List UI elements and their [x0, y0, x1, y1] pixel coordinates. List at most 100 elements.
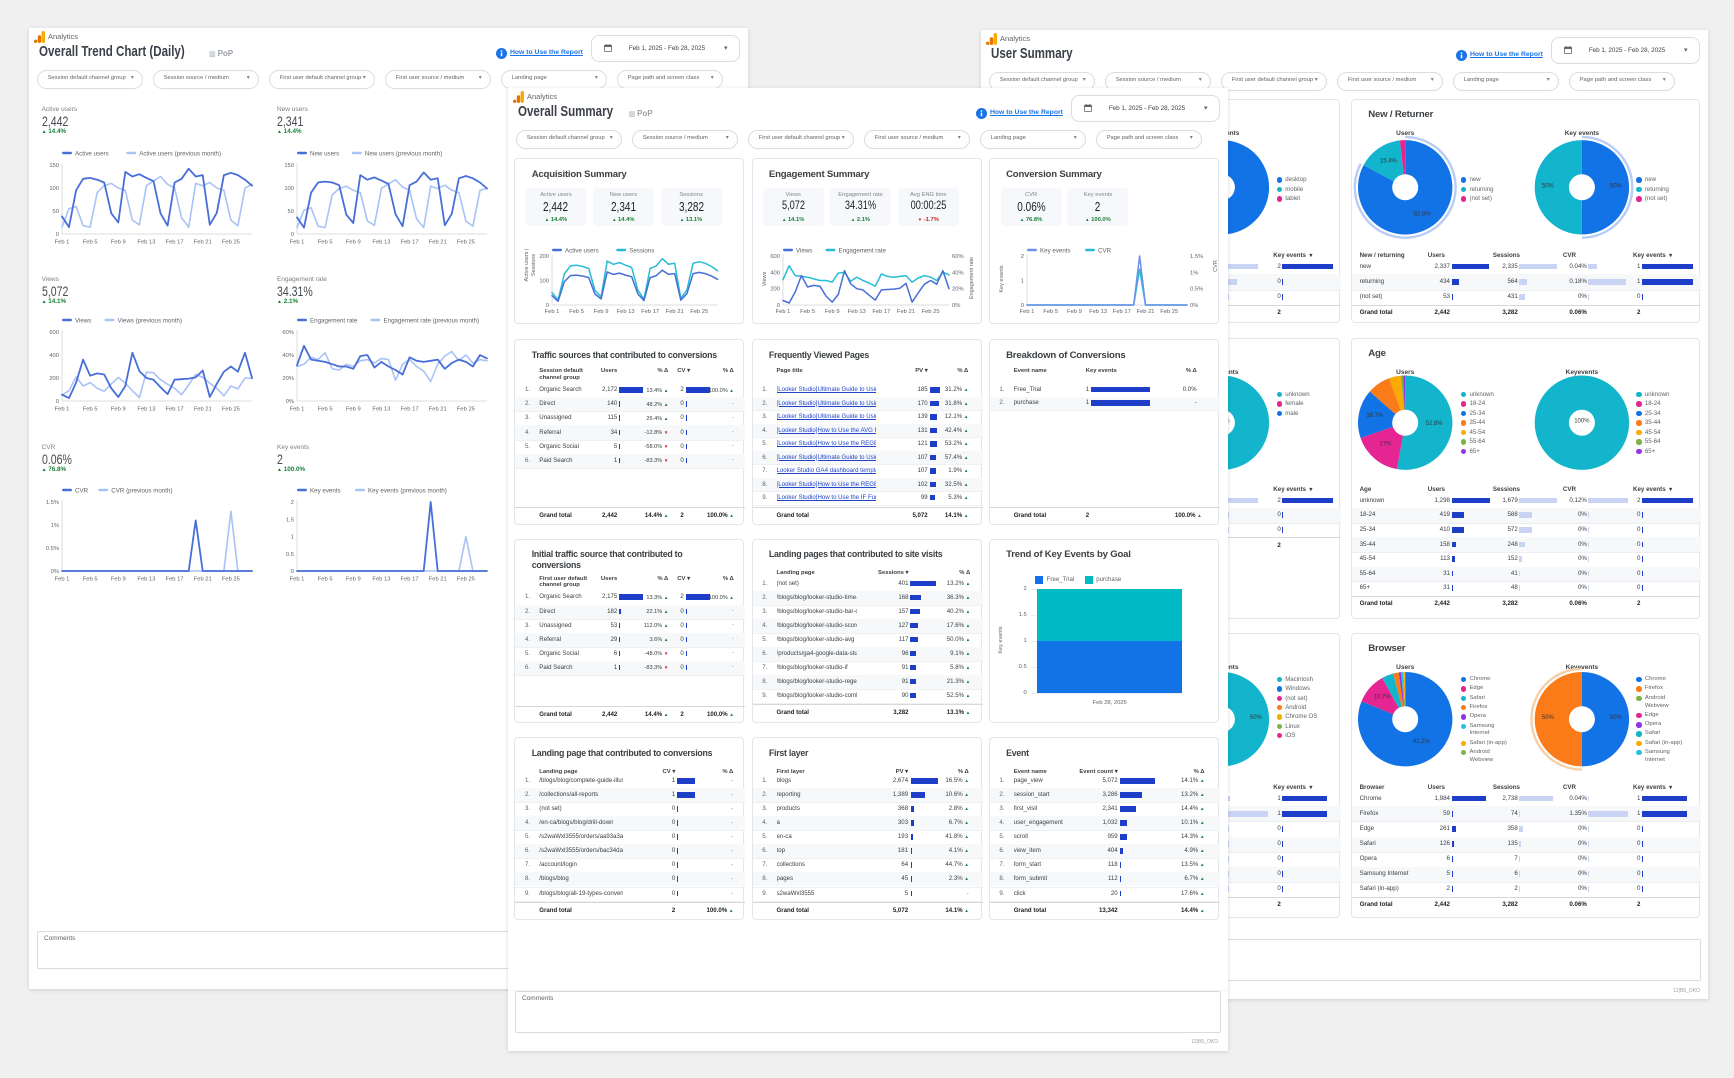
svg-text:200: 200	[539, 254, 549, 260]
svg-text:Key events: Key events	[310, 487, 341, 494]
svg-text:200: 200	[770, 287, 780, 293]
svg-text:20%: 20%	[952, 287, 964, 293]
svg-text:15.4%: 15.4%	[1380, 158, 1398, 164]
svg-text:Feb 25: Feb 25	[921, 309, 939, 315]
svg-text:Views: Views	[75, 317, 91, 324]
svg-text:Engagement rate: Engagement rate	[310, 317, 358, 324]
svg-text:New users (previous month): New users (previous month)	[365, 150, 442, 157]
svg-text:Feb 1: Feb 1	[55, 407, 70, 413]
svg-text:Feb 17: Feb 17	[1113, 309, 1131, 315]
svg-text:50: 50	[53, 209, 59, 215]
svg-text:1: 1	[291, 534, 294, 540]
svg-text:Feb 17: Feb 17	[401, 239, 419, 245]
svg-text:Active users: Active users	[75, 150, 109, 157]
svg-text:Feb 21: Feb 21	[1137, 309, 1155, 315]
svg-text:Feb 21: Feb 21	[194, 407, 212, 413]
svg-text:50%: 50%	[1542, 716, 1555, 722]
svg-text:Engagement rate: Engagement rate	[838, 247, 886, 254]
svg-text:Feb 1: Feb 1	[1020, 309, 1035, 315]
svg-text:1.5%: 1.5%	[46, 500, 59, 506]
svg-text:60%: 60%	[952, 254, 964, 260]
svg-text:Feb 13: Feb 13	[373, 407, 391, 413]
svg-text:1.5: 1.5	[286, 517, 294, 523]
svg-text:Feb 9: Feb 9	[824, 309, 839, 315]
svg-text:16.7%: 16.7%	[1366, 413, 1384, 419]
svg-text:Feb 13: Feb 13	[137, 239, 155, 245]
svg-text:Feb 13: Feb 13	[373, 576, 391, 582]
svg-text:0.5%: 0.5%	[1190, 287, 1203, 293]
svg-text:Feb 9: Feb 9	[1067, 309, 1082, 315]
svg-text:0: 0	[56, 232, 59, 238]
svg-text:Feb 13: Feb 13	[1089, 309, 1107, 315]
svg-text:82.8%: 82.8%	[1414, 212, 1432, 218]
svg-text:Feb 25: Feb 25	[222, 239, 240, 245]
svg-text:Feb 21: Feb 21	[896, 309, 914, 315]
svg-text:Feb 9: Feb 9	[111, 576, 126, 582]
svg-text:Feb 5: Feb 5	[318, 239, 333, 245]
svg-text:Key events (previous month): Key events (previous month)	[368, 487, 447, 494]
svg-text:Feb 5: Feb 5	[318, 407, 333, 413]
svg-text:Feb 5: Feb 5	[318, 576, 333, 582]
svg-text:100: 100	[285, 186, 295, 192]
svg-text:Feb 25: Feb 25	[457, 576, 475, 582]
svg-text:Feb 17: Feb 17	[166, 239, 184, 245]
svg-text:Feb 1: Feb 1	[775, 309, 790, 315]
svg-text:Feb 25: Feb 25	[457, 239, 475, 245]
svg-text:Feb 13: Feb 13	[137, 576, 155, 582]
svg-text:Feb 5: Feb 5	[83, 407, 98, 413]
svg-text:Feb 21: Feb 21	[429, 239, 447, 245]
svg-text:Feb 1: Feb 1	[55, 576, 70, 582]
svg-text:50%: 50%	[1542, 183, 1555, 189]
svg-text:Active users (previous month): Active users (previous month)	[139, 150, 221, 157]
svg-text:Feb 13: Feb 13	[847, 309, 865, 315]
svg-text:Feb 9: Feb 9	[346, 576, 361, 582]
svg-text:Feb 17: Feb 17	[401, 407, 419, 413]
svg-text:Feb 9: Feb 9	[346, 239, 361, 245]
svg-text:100: 100	[49, 186, 59, 192]
svg-text:0: 0	[56, 399, 59, 405]
svg-text:Key events: Key events	[1040, 247, 1071, 254]
svg-text:Feb 25: Feb 25	[690, 309, 708, 315]
svg-text:Feb 5: Feb 5	[1043, 309, 1058, 315]
svg-text:0%: 0%	[51, 569, 59, 575]
svg-text:Views: Views	[796, 247, 812, 254]
svg-text:40%: 40%	[283, 353, 295, 359]
svg-text:Feb 25: Feb 25	[457, 407, 475, 413]
svg-text:Feb 21: Feb 21	[429, 576, 447, 582]
svg-text:Feb 1: Feb 1	[545, 309, 560, 315]
svg-text:Active users: Active users	[565, 247, 599, 254]
svg-text:Feb 17: Feb 17	[166, 407, 184, 413]
svg-text:150: 150	[49, 163, 59, 169]
svg-text:Feb 17: Feb 17	[641, 309, 659, 315]
svg-text:Feb 17: Feb 17	[166, 576, 184, 582]
svg-text:0%: 0%	[1190, 303, 1198, 309]
svg-text:Feb 21: Feb 21	[429, 407, 447, 413]
svg-text:81.2%: 81.2%	[1413, 740, 1431, 746]
svg-text:100: 100	[539, 278, 549, 284]
svg-text:Feb 5: Feb 5	[569, 309, 584, 315]
svg-text:1%: 1%	[1190, 270, 1198, 276]
svg-text:600: 600	[49, 330, 59, 336]
svg-text:Feb 21: Feb 21	[194, 239, 212, 245]
svg-text:0: 0	[546, 303, 549, 309]
svg-text:Feb 21: Feb 21	[194, 576, 212, 582]
svg-text:0: 0	[1021, 303, 1024, 309]
svg-text:2: 2	[1021, 254, 1024, 260]
svg-text:60%: 60%	[283, 330, 295, 336]
svg-text:50: 50	[288, 209, 294, 215]
svg-text:2: 2	[291, 500, 294, 506]
svg-text:0: 0	[291, 569, 294, 575]
svg-text:17%: 17%	[1380, 441, 1393, 447]
svg-text:Feb 9: Feb 9	[111, 407, 126, 413]
svg-text:Feb 5: Feb 5	[83, 576, 98, 582]
svg-text:Feb 9: Feb 9	[594, 309, 609, 315]
svg-text:Feb 17: Feb 17	[872, 309, 890, 315]
svg-text:0%: 0%	[286, 399, 294, 405]
svg-text:CVR: CVR	[1098, 247, 1112, 254]
svg-text:0: 0	[776, 303, 779, 309]
svg-text:1: 1	[1021, 278, 1024, 284]
svg-text:CVR: CVR	[75, 487, 89, 494]
svg-text:200: 200	[49, 376, 59, 382]
svg-text:0%: 0%	[952, 303, 960, 309]
svg-text:100%: 100%	[1574, 419, 1590, 425]
